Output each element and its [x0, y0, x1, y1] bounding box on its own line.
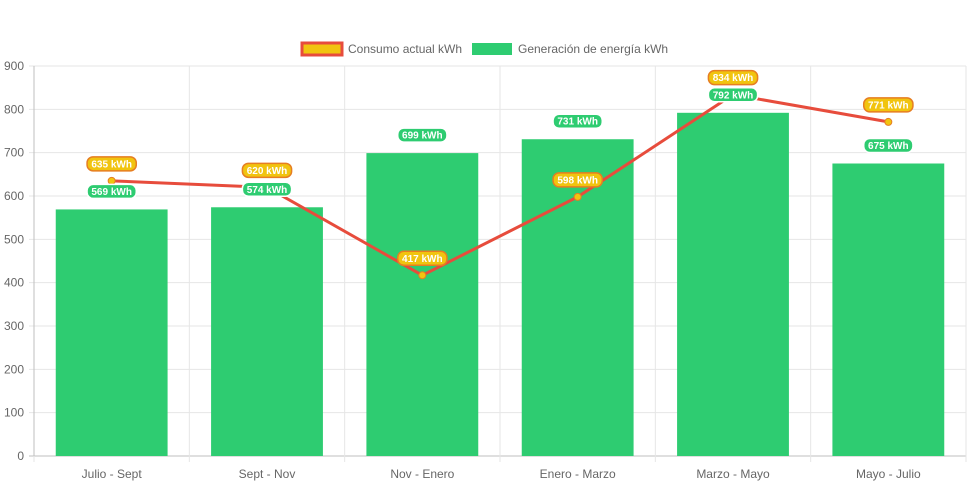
consumption-point[interactable] [107, 176, 116, 185]
legend-label-generacion: Generación de energía kWh [518, 42, 668, 56]
legend-swatch-consumo [300, 41, 344, 57]
consumption-data-label-box [862, 97, 914, 113]
generation-data-label-text: 731 kWh [557, 117, 598, 128]
x-tick-label: Marzo - Mayo [696, 467, 770, 481]
x-tick-label: Enero - Marzo [540, 467, 616, 481]
y-tick-label: 200 [4, 362, 24, 376]
bars [55, 112, 945, 457]
legend-item-consumo[interactable]: Consumo actual kWh [300, 41, 462, 57]
generation-bar[interactable] [521, 139, 634, 456]
generation-data-label: 675 kWh [862, 137, 914, 154]
consumption-data-label-text: 834 kWh [713, 73, 754, 84]
grid: 0 100 200 300 400 500 600 700 800 900 Julio - Sept… [4, 59, 967, 481]
generation-data-label: 792 kWh [707, 87, 759, 103]
consumption-data-label: 598 kWh [552, 172, 604, 188]
consumption-data-label-text: 620 kWh [247, 166, 288, 177]
consumption-data-label-box [86, 156, 138, 172]
data-labels: 569 kWh 574 kWh 699 kWh 731 kWh 792 kWh 675 k… [86, 69, 914, 267]
consumption-data-label-box [241, 162, 293, 179]
x-tick-label: Mayo - Julio [856, 467, 921, 481]
generation-data-label: 569 kWh [86, 183, 138, 200]
y-tick-label: 400 [4, 276, 24, 290]
consumption-data-label: 771 kWh [862, 97, 914, 113]
consumption-data-label-text: 417 kWh [402, 254, 443, 265]
generation-data-label: 699 kWh [396, 127, 448, 143]
generation-data-label-box [241, 181, 293, 198]
consumption-point[interactable] [418, 271, 427, 280]
x-tick-label: Sept - Nov [239, 467, 296, 481]
generation-data-label-text: 699 kWh [402, 131, 443, 142]
generation-data-label-box [552, 113, 604, 129]
generation-data-label-text: 569 kWh [91, 187, 132, 198]
generation-bar[interactable] [677, 112, 789, 457]
consumption-data-label: 635 kWh [86, 156, 138, 172]
legend-swatch-generacion [472, 43, 512, 55]
legend-item-generacion[interactable]: Generación de energía kWh [472, 42, 668, 56]
consumption-line-path [111, 93, 889, 277]
generation-bar[interactable] [55, 209, 168, 456]
legend[interactable]: Consumo actual kWh Generación de energía… [300, 41, 668, 57]
consumption-data-label: 834 kWh [707, 69, 759, 86]
generation-data-label-text: 574 kWh [247, 185, 288, 196]
consumption-data-label-text: 598 kWh [557, 175, 598, 186]
generation-bar[interactable] [832, 163, 945, 457]
consumption-point[interactable] [573, 192, 582, 201]
generation-data-label: 574 kWh [241, 181, 293, 198]
y-tick-label: 600 [4, 189, 24, 203]
x-tick-label: Nov - Enero [390, 467, 454, 481]
y-tick-label: 900 [4, 59, 24, 73]
generation-data-label-box [396, 127, 448, 143]
generation-bar[interactable] [366, 153, 479, 456]
consumption-data-label: 417 kWh [396, 250, 448, 267]
generation-bar[interactable] [211, 207, 323, 456]
y-tick-label: 100 [4, 406, 24, 420]
consumption-data-label-box [552, 172, 604, 188]
generation-data-label-box [862, 137, 914, 154]
y-tick-label: 800 [4, 102, 24, 116]
x-tick-label: Julio - Sept [82, 467, 143, 481]
y-tick-label: 700 [4, 146, 24, 160]
y-tick-label: 0 [17, 449, 24, 463]
consumption-point[interactable] [884, 117, 893, 126]
generation-data-label: 731 kWh [552, 113, 604, 129]
y-tick-label: 500 [4, 232, 24, 246]
legend-label-consumo: Consumo actual kWh [348, 42, 462, 56]
generation-data-label-text: 675 kWh [868, 141, 909, 152]
consumption-data-label-text: 635 kWh [91, 159, 132, 170]
consumption-data-label-box [396, 250, 448, 267]
y-tick-label: 300 [4, 319, 24, 333]
generation-data-label-text: 792 kWh [713, 90, 754, 101]
consumption-data-label: 620 kWh [241, 162, 293, 179]
generation-data-label-box [707, 87, 759, 103]
consumption-data-label-box [707, 69, 759, 86]
consumption-data-label-text: 771 kWh [868, 100, 909, 111]
generation-data-label-box [86, 183, 138, 200]
